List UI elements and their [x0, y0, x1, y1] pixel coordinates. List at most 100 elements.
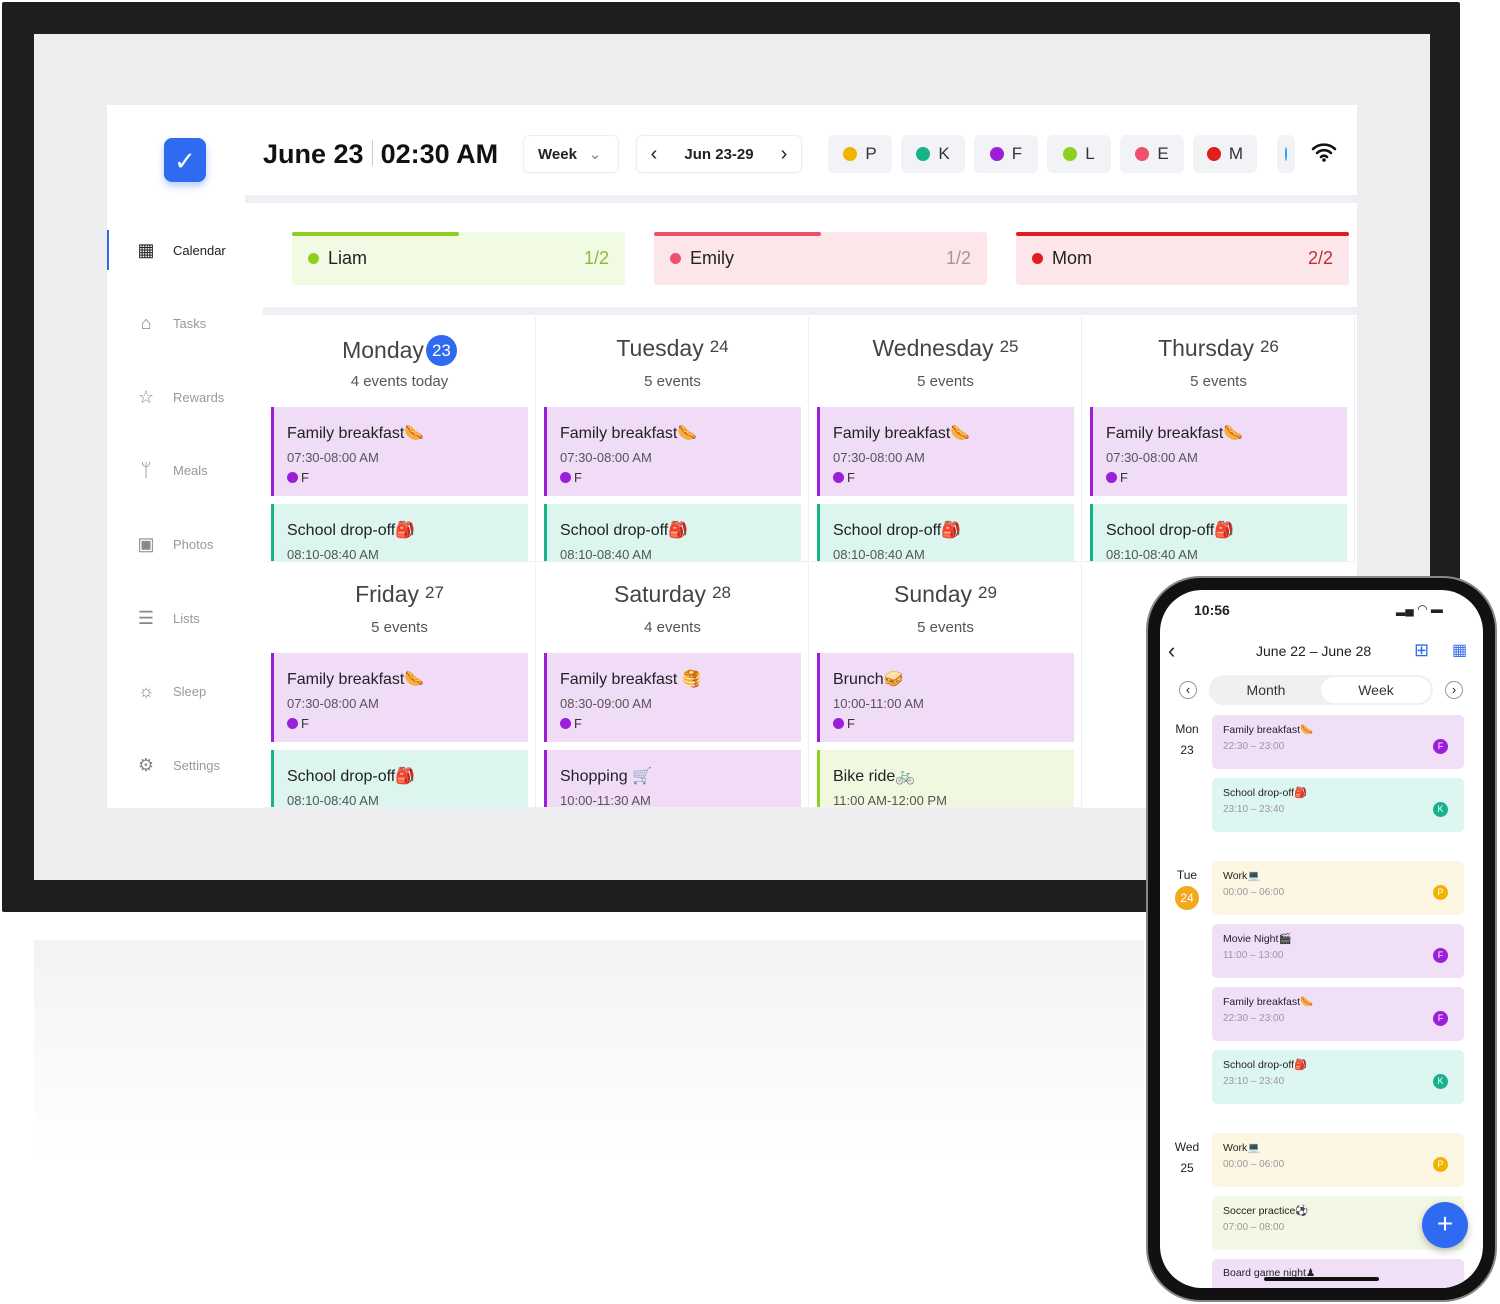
- sidebar-item-sleep[interactable]: ☼ Sleep: [107, 672, 245, 712]
- prev-week-button[interactable]: ‹: [650, 142, 658, 165]
- add-event-button[interactable]: +: [1422, 1202, 1468, 1248]
- event-title: School drop-off🎒: [1223, 1059, 1308, 1071]
- next-week-button[interactable]: ›: [780, 142, 788, 165]
- phone-event-card[interactable]: Family breakfast🌭 22:30 – 23:00 F: [1212, 715, 1464, 769]
- event-title: Family breakfast🌭: [287, 671, 425, 688]
- event-card[interactable]: Family breakfast🌭 07:30-08:00 AM F: [817, 407, 1074, 496]
- sidebar-item-label: Photos: [173, 536, 214, 552]
- member-color-dot: [843, 147, 858, 161]
- event-card[interactable]: School drop-off🎒 08:10-08:40 AM: [271, 750, 528, 807]
- back-button[interactable]: ‹: [1168, 638, 1176, 663]
- member-initial: M: [1228, 144, 1244, 163]
- summary-card-liam[interactable]: Liam 1/2: [292, 232, 625, 285]
- phone-event-card[interactable]: School drop-off🎒 23:10 – 23:40 K: [1212, 1050, 1464, 1104]
- current-date: June 23: [263, 139, 364, 169]
- day-number: 26: [1259, 337, 1279, 356]
- view-dropdown[interactable]: Week ⌄: [523, 135, 619, 173]
- event-member: F: [287, 470, 528, 485]
- event-card[interactable]: School drop-off🎒 08:10-08:40 AM: [544, 504, 801, 561]
- day-number: 29: [978, 583, 997, 602]
- member-color-dot: [287, 718, 298, 729]
- gear-icon: ⚙: [137, 754, 155, 775]
- event-time: 07:30-08:00 AM: [560, 450, 652, 465]
- summary-card-mom[interactable]: Mom 2/2: [1016, 232, 1349, 285]
- event-title: Movie Night🎬: [1223, 933, 1292, 945]
- sidebar-item-photos[interactable]: ▣ Photos: [107, 524, 245, 564]
- next-button[interactable]: ›: [1445, 681, 1463, 699]
- phone-event-card[interactable]: Work💻 00:00 – 06:00 P: [1212, 1133, 1464, 1187]
- member-avatar: F: [1433, 948, 1448, 963]
- sidebar-item-calendar[interactable]: ▦ Calendar: [107, 230, 245, 270]
- list-icon: ☰: [137, 607, 155, 628]
- event-title: Family breakfast🌭: [1106, 425, 1244, 442]
- day-column-tuesday: Tuesday 24 5 events Family breakfast🌭 07:30-…: [537, 317, 809, 562]
- day-name: Wednesday: [872, 335, 994, 361]
- member-color-dot: [833, 718, 844, 729]
- event-card[interactable]: Family breakfast🌭 07:30-08:00 AM F: [271, 653, 528, 742]
- event-title: Brunch🥪: [833, 671, 904, 688]
- day-header: Friday 27: [264, 581, 535, 608]
- sidebar-item-rewards[interactable]: ☆ Rewards: [107, 377, 245, 417]
- event-card[interactable]: School drop-off🎒 08:10-08:40 AM: [1090, 504, 1347, 562]
- sidebar-item-tasks[interactable]: ⌂ Tasks: [107, 304, 245, 344]
- event-card[interactable]: Brunch🥪 10:00-11:00 AM F: [817, 653, 1074, 742]
- member-avatar: K: [1433, 802, 1448, 817]
- phone-event-card[interactable]: Board game night♟: [1212, 1259, 1464, 1288]
- event-card[interactable]: Shopping 🛒 10:00-11:30 AM: [544, 750, 801, 807]
- day-number: 25: [1180, 1161, 1194, 1175]
- calendar-check-icon: ✓: [164, 138, 206, 182]
- day-number: 28: [712, 583, 731, 602]
- event-time: 08:10-08:40 AM: [1106, 547, 1198, 562]
- sidebar-item-meals[interactable]: ᛘ Meals: [107, 451, 245, 491]
- event-card[interactable]: School drop-off🎒 08:10-08:40 AM: [817, 504, 1074, 561]
- event-time: 07:00 – 08:00: [1223, 1222, 1285, 1233]
- member-color-dot: [833, 472, 844, 483]
- member-initial: F: [1120, 470, 1128, 485]
- day-name: Thursday: [1158, 335, 1254, 361]
- event-card[interactable]: Family breakfast🌭 07:30-08:00 AM F: [544, 407, 801, 496]
- event-card[interactable]: Family breakfast🌭 07:30-08:00 AM F: [271, 407, 528, 496]
- event-card[interactable]: Bike ride🚲 11:00 AM-12:00 PM: [817, 750, 1074, 807]
- event-card[interactable]: Family breakfast 🥞 08:30-09:00 AM F: [544, 653, 801, 742]
- day-header: Tuesday 24: [537, 335, 808, 362]
- member-chip-e[interactable]: E: [1120, 135, 1184, 173]
- event-time: 07:30-08:00 AM: [287, 450, 379, 465]
- calendar-icon[interactable]: ▦: [1452, 642, 1468, 659]
- event-title: School drop-off🎒: [560, 522, 689, 539]
- member-chip-p[interactable]: P: [828, 135, 892, 173]
- day-name: Sunday: [894, 581, 973, 607]
- phone-event-card[interactable]: Movie Night🎬 11:00 – 13:00 F: [1212, 924, 1464, 978]
- member-chip-k[interactable]: K: [901, 135, 965, 173]
- event-member: F: [560, 470, 801, 485]
- member-chip-l[interactable]: L: [1047, 135, 1111, 173]
- sidebar-item-settings[interactable]: ⚙ Settings: [107, 745, 245, 785]
- member-color-dot: [1206, 147, 1221, 161]
- member-chip-m[interactable]: M: [1193, 135, 1257, 173]
- phone-event-card[interactable]: School drop-off🎒 23:10 – 23:40 K: [1212, 778, 1464, 832]
- tab-month[interactable]: Month: [1246, 682, 1286, 698]
- tab-week[interactable]: Week: [1321, 677, 1431, 703]
- member-chip-more[interactable]: [1277, 135, 1295, 173]
- event-time: 07:30-08:00 AM: [287, 696, 379, 711]
- task-count: 2/2: [1307, 248, 1333, 268]
- member-color-dot: [1063, 147, 1078, 161]
- member-color-dot: [308, 253, 319, 264]
- view-toggle: Month Week: [1209, 675, 1433, 705]
- phone-day-label: Wed 25: [1172, 1137, 1202, 1179]
- phone-event-card[interactable]: Family breakfast🌭 22:30 – 23:00 F: [1212, 987, 1464, 1041]
- summary-card-emily[interactable]: Emily 1/2: [654, 232, 987, 285]
- sidebar-item-label: Lists: [173, 610, 200, 626]
- phone-event-card[interactable]: Work💻 00:00 – 06:00 P: [1212, 861, 1464, 915]
- prev-button[interactable]: ‹: [1179, 681, 1197, 699]
- sidebar-item-lists[interactable]: ☰ Lists: [107, 598, 245, 638]
- event-card[interactable]: School drop-off🎒 08:10-08:40 AM: [271, 504, 528, 561]
- member-chip-f[interactable]: F: [974, 135, 1038, 173]
- event-card[interactable]: Family breakfast🌭 07:30-08:00 AM F: [1090, 407, 1347, 496]
- event-count: 5 events: [1190, 373, 1247, 390]
- day-name: Friday: [355, 581, 419, 607]
- grid-view-icon[interactable]: ⊞: [1414, 640, 1430, 660]
- day-column-saturday: Saturday 28 4 events Family breakfast 🥞 08:3…: [537, 563, 809, 808]
- event-member: F: [560, 716, 801, 731]
- member-color-dot: [1106, 472, 1117, 483]
- date-range-label: Jun 23-29: [684, 145, 754, 163]
